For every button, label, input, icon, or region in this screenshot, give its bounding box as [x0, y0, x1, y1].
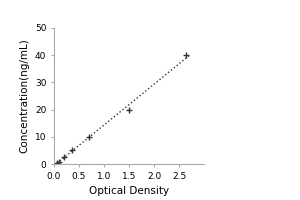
Y-axis label: Concentration(ng/mL): Concentration(ng/mL) [19, 39, 29, 153]
X-axis label: Optical Density: Optical Density [89, 186, 169, 196]
